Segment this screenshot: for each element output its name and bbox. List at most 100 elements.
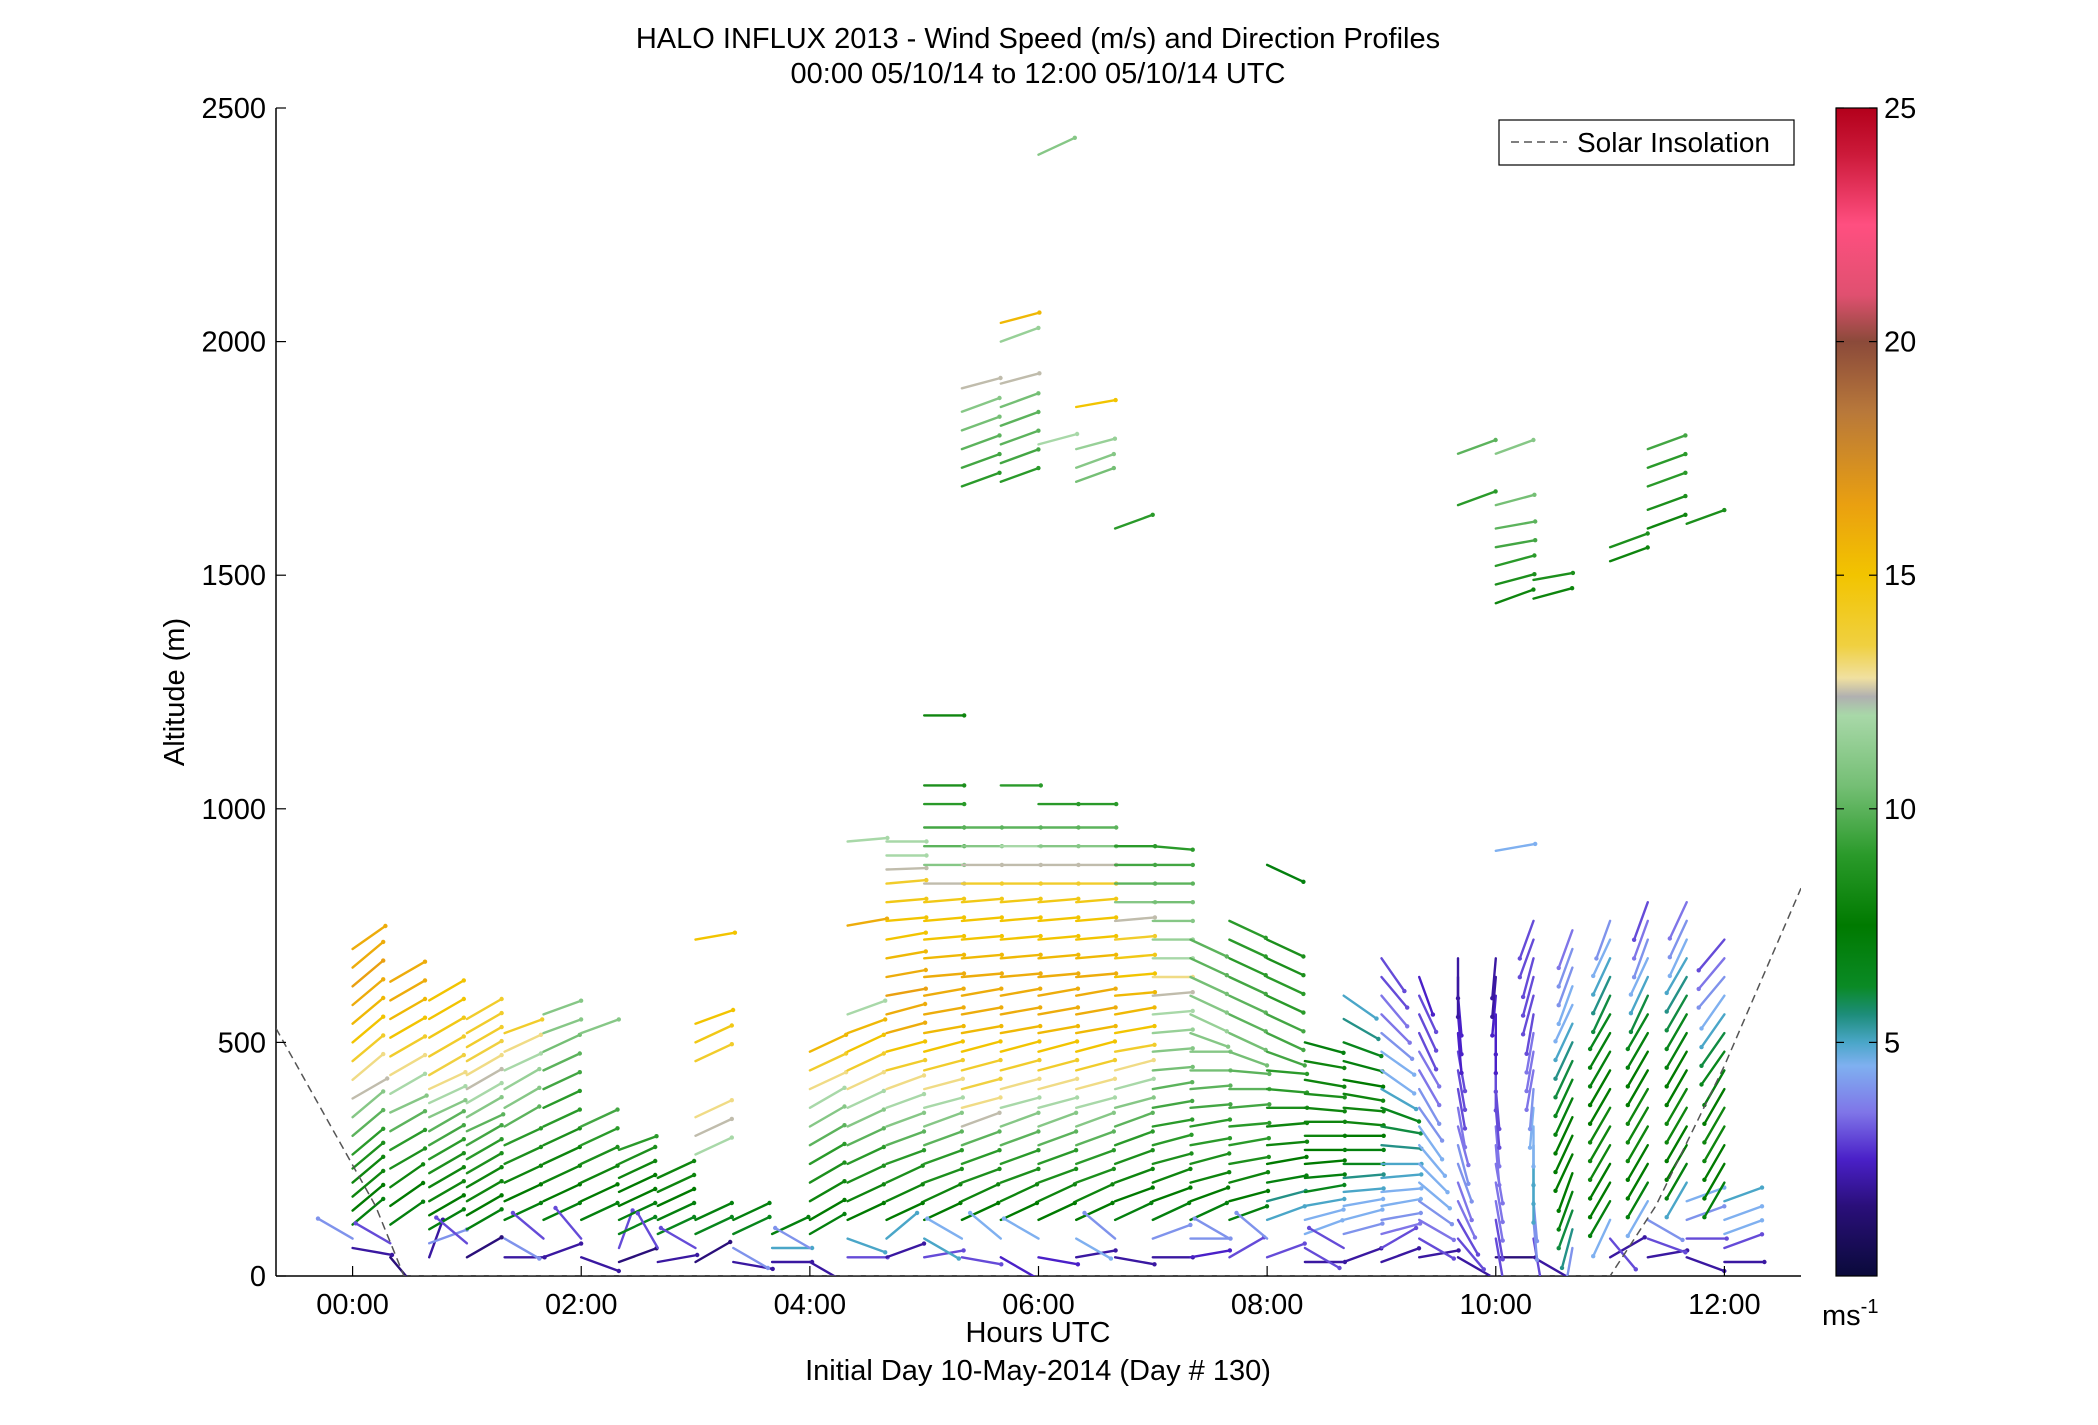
wind-arrow: [1342, 994, 1379, 1021]
wind-arrow: [389, 1180, 426, 1208]
wind-arrow: [1664, 1125, 1688, 1164]
wind-arrow: [1151, 1255, 1196, 1260]
wind-arrow: [389, 1199, 426, 1226]
wind-arrow: [1228, 975, 1268, 997]
wind-arrow: [1456, 1069, 1468, 1113]
wind-arrow: [1702, 1162, 1726, 1201]
wind-arrow: [1342, 1059, 1385, 1074]
wind-arrow: [503, 1163, 544, 1184]
wind-arrow: [1702, 1069, 1726, 1108]
wind-arrow: [617, 1172, 658, 1194]
wind-arrow: [1556, 1190, 1574, 1232]
wind-arrow: [1113, 1095, 1156, 1110]
chart-subtitle: 00:00 05/10/14 to 12:00 05/10/14 UTC: [791, 58, 1286, 90]
wind-arrow: [923, 1129, 964, 1147]
wind-arrow: [1113, 1256, 1157, 1267]
wind-arrow: [1074, 933, 1119, 941]
wind-arrow: [1074, 1110, 1117, 1128]
wind-arrow: [1380, 957, 1407, 994]
wind-arrow: [923, 1076, 965, 1091]
wind-arrow: [999, 862, 1044, 868]
wind-arrow: [1265, 1087, 1310, 1095]
wind-arrow: [389, 1093, 429, 1114]
wind-arrow: [1591, 994, 1612, 1035]
wind-arrow: [1113, 900, 1158, 905]
wind-arrow: [351, 1051, 386, 1082]
wind-arrow: [885, 1241, 927, 1259]
wind-arrow: [1524, 1031, 1535, 1075]
wind-arrow: [1074, 436, 1118, 451]
wind-arrow: [999, 1039, 1042, 1053]
wind-arrow: [1417, 1125, 1445, 1162]
wind-arrow: [1037, 1039, 1080, 1053]
wind-arrow: [1553, 1115, 1574, 1156]
wind-arrow: [1527, 1087, 1535, 1132]
wind-arrow: [999, 881, 1044, 886]
wind-arrow: [885, 1210, 920, 1240]
wind-arrow: [1667, 938, 1688, 979]
wind-arrow: [770, 1259, 815, 1265]
wind-arrow: [617, 1214, 658, 1236]
wind-arrow: [1556, 985, 1574, 1027]
wind-arrow: [960, 1148, 1002, 1166]
wind-arrow: [960, 1023, 1004, 1035]
wind-arrow: [1494, 437, 1536, 455]
wind-arrow: [1625, 1087, 1650, 1127]
wind-arrow: [1265, 994, 1306, 1015]
wind-arrow: [999, 1057, 1042, 1072]
wind-arrow: [1625, 1181, 1650, 1220]
wind-arrow: [999, 465, 1041, 483]
wind-arrow: [1664, 1013, 1688, 1052]
wind-arrow: [1265, 863, 1306, 884]
wind-arrow: [1380, 1050, 1417, 1077]
wind-arrow: [1494, 538, 1538, 549]
wind-arrow: [1113, 952, 1158, 960]
wind-arrow: [1037, 1182, 1078, 1203]
wind-arrow: [1380, 1143, 1424, 1151]
wind-arrow: [846, 1126, 886, 1147]
wind-arrow: [503, 1144, 544, 1166]
wind-arrow: [1228, 1031, 1268, 1053]
wind-arrow: [1265, 1031, 1306, 1053]
wind-arrow: [1456, 1143, 1471, 1187]
wind-arrow: [694, 1214, 734, 1236]
wind-arrow: [885, 1129, 927, 1147]
wind-arrow: [1553, 1097, 1574, 1137]
wind-arrow: [510, 1210, 545, 1240]
wind-arrow: [846, 1032, 886, 1053]
wind-arrow: [1189, 1117, 1233, 1128]
y-axis-ticks: 0 500 1000 1500 2000 2500: [201, 93, 286, 1293]
wind-arrow: [351, 1154, 386, 1184]
wind-arrow: [656, 1172, 697, 1194]
wind-arrow: [1189, 1136, 1233, 1147]
wind-arrow: [923, 986, 966, 997]
wind-arrow: [1559, 1228, 1574, 1271]
wind-arrow: [1456, 1199, 1478, 1240]
wind-arrow: [1380, 1161, 1424, 1167]
wind-arrow: [1380, 1172, 1424, 1180]
wind-arrow: [351, 1168, 386, 1198]
wind-arrow: [389, 1015, 428, 1039]
wind-arrow: [1625, 1162, 1650, 1201]
wind-arrow: [770, 1245, 815, 1251]
wind-arrow: [1587, 1031, 1612, 1070]
wind-arrow: [1189, 1013, 1230, 1034]
wind-arrow: [1520, 957, 1535, 1000]
wind-arrow: [1113, 1042, 1157, 1053]
wind-arrow: [1380, 1210, 1424, 1222]
wind-arrow: [1723, 1259, 1767, 1265]
wind-arrow: [1646, 470, 1688, 488]
wind-arrow: [1228, 1154, 1272, 1166]
wind-arrow: [846, 998, 888, 1016]
wind-arrow: [1664, 957, 1688, 996]
colorbar-unit-base: ms: [1822, 1300, 1861, 1332]
wind-arrow: [1380, 1106, 1422, 1124]
wind-arrow: [1494, 1218, 1505, 1262]
wind-arrow: [389, 978, 428, 1002]
wind-arrow: [999, 325, 1041, 343]
wind-arrow: [428, 1034, 466, 1058]
wind-arrow: [542, 998, 584, 1016]
wind-arrow: [1699, 1050, 1726, 1087]
legend-solar-label: Solar Insolation: [1577, 127, 1770, 158]
wind-arrow: [846, 1255, 890, 1260]
